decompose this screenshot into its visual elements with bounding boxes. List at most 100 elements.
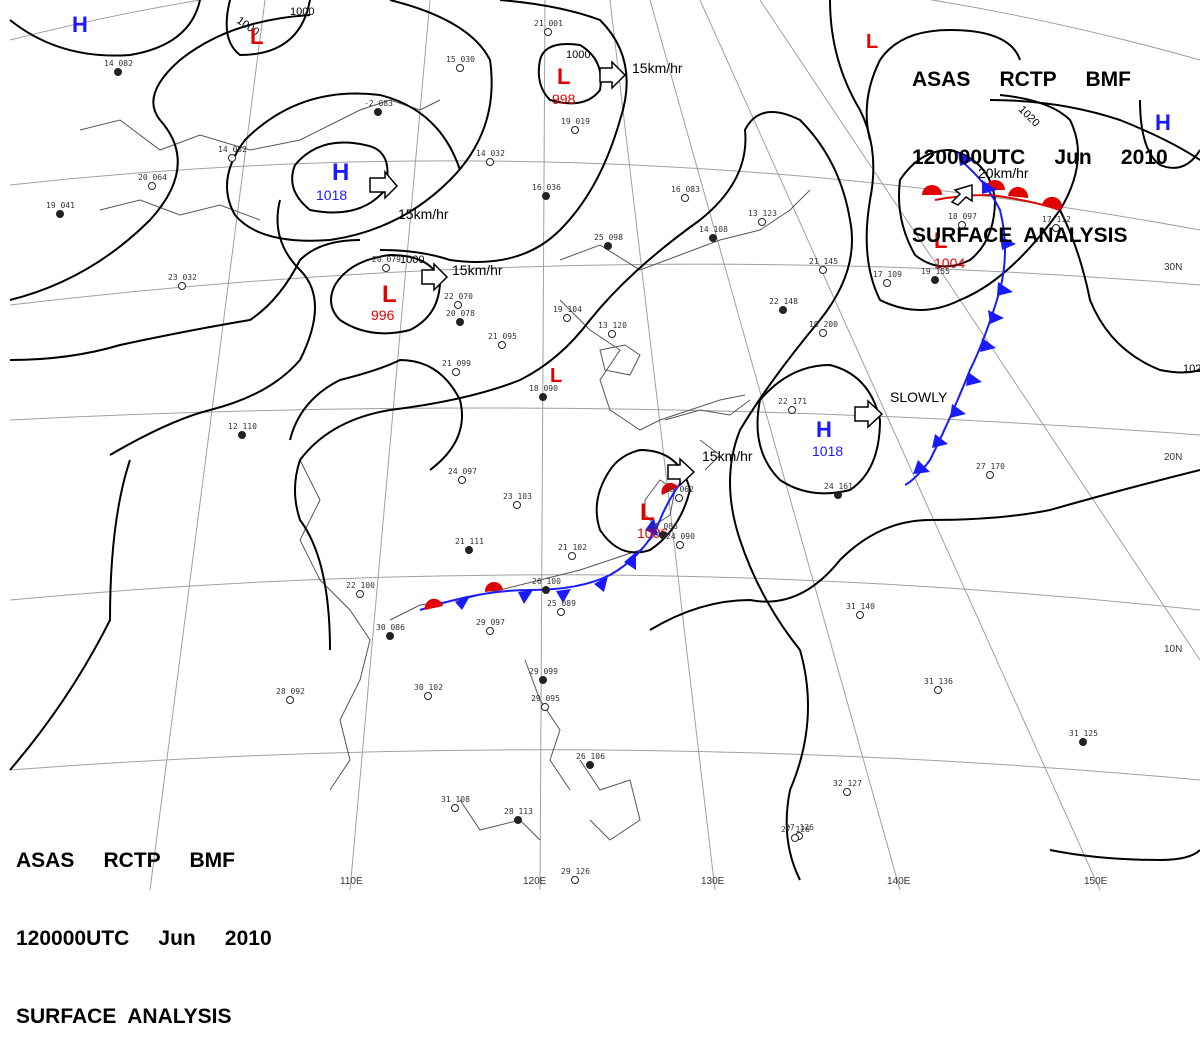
latitude-label: 30N (1164, 262, 1182, 273)
longitude-grid (149, 0, 1200, 891)
station-dot (675, 494, 683, 502)
longitude-label: 110E (340, 876, 363, 887)
station-dot (843, 788, 851, 796)
motion-arrows (369, 60, 973, 487)
station-dot (986, 471, 994, 479)
longitude-label: 120E (523, 876, 547, 887)
station-obs-label: 31 125 (1069, 729, 1098, 738)
header-line: 120000UTC Jun 2010 (912, 146, 1168, 169)
station-obs-label: 20 078 (446, 309, 475, 318)
station-dot (676, 541, 684, 549)
latitude-label: 10N (1164, 644, 1182, 655)
station-obs-label: 31 140 (846, 602, 875, 611)
station-dot (514, 816, 522, 824)
low-center-symbol: L (866, 31, 878, 53)
station-obs-label: 25 062 (665, 485, 694, 494)
station-dot (608, 330, 616, 338)
motion-label: 15km/hr (452, 262, 503, 278)
low-center-symbol: L (382, 281, 397, 308)
station-obs-label: 21 099 (442, 359, 471, 368)
station-dot (681, 194, 689, 202)
high-center-symbol: H (1155, 110, 1171, 135)
station-obs-label: 21 111 (455, 537, 484, 546)
station-dot (374, 108, 382, 116)
station-obs-label: 20 079 (372, 255, 401, 264)
station-dot (568, 552, 576, 560)
station-obs-label: 19 104 (553, 305, 582, 314)
station-dot (178, 282, 186, 290)
station-dot (424, 692, 432, 700)
high-center-symbol: H (332, 159, 349, 186)
isobars (9, 0, 1200, 881)
station-obs-label: 21 102 (558, 543, 587, 552)
east-front (904, 152, 1063, 486)
station-obs-label: 22 171 (778, 397, 807, 406)
station-obs-label: 14 052 (218, 145, 247, 154)
station-obs-label: 32 127 (833, 779, 862, 788)
station-obs-label: 31 136 (924, 677, 953, 686)
station-obs-label: 16 083 (671, 185, 700, 194)
footer-line: SURFACE ANALYSIS (16, 1005, 232, 1028)
station-dot (779, 306, 787, 314)
header-line: ASAS RCTP BMF (912, 68, 1131, 91)
station-dot (659, 531, 667, 539)
station-obs-label: 18 090 (529, 384, 558, 393)
station-dot (539, 676, 547, 684)
station-dot (513, 501, 521, 509)
station-dot (542, 192, 550, 200)
station-obs-label: 14 108 (699, 225, 728, 234)
station-dot (458, 476, 466, 484)
low-center-value: 996 (371, 307, 395, 323)
station-dot (539, 393, 547, 401)
station-dot (541, 703, 549, 711)
motion-label: 15km/hr (398, 206, 449, 222)
footer-line: ASAS RCTP BMF (16, 849, 235, 872)
station-dot (382, 264, 390, 272)
station-dot (544, 28, 552, 36)
low-center-symbol: L (550, 365, 562, 387)
longitude-label: 140E (887, 876, 911, 887)
motion-label: 15km/hr (632, 60, 683, 76)
station-dot (286, 696, 294, 704)
isobar-label: 1000 (566, 49, 590, 61)
station-obs-label: 24 161 (824, 482, 853, 491)
station-dot (883, 279, 891, 287)
station-obs-label: 22 100 (346, 581, 375, 590)
latitude-grid (9, 0, 1200, 781)
station-dot (586, 761, 594, 769)
station-obs-label: 26 100 (532, 577, 561, 586)
station-dot (454, 301, 462, 309)
station-dot (114, 68, 122, 76)
station-dot (791, 834, 799, 842)
header-line: SURFACE ANALYSIS (912, 224, 1128, 247)
low-center-symbol: L (250, 24, 263, 49)
motion-label: SLOWLY (890, 389, 948, 405)
station-obs-label: 27 170 (976, 462, 1005, 471)
station-dot (788, 406, 796, 414)
low-center-value: 1004 (934, 255, 965, 271)
map-footer: ASAS RCTP BMF 120000UTC Jun 2010 SURFACE… (16, 796, 272, 1056)
high-center-value: 1018 (316, 187, 347, 203)
low-center-symbol: L (557, 64, 570, 89)
station-obs-label: 19 200 (809, 320, 838, 329)
station-obs-label: 29 095 (531, 694, 560, 703)
station-obs-label: 29 099 (529, 667, 558, 676)
station-obs-label: 16 036 (532, 183, 561, 192)
station-obs-label: 18 097 (948, 212, 977, 221)
station-dot (465, 546, 473, 554)
station-dot (958, 221, 966, 229)
station-obs-label: 28 113 (504, 807, 533, 816)
station-obs-label: 25 089 (547, 599, 576, 608)
station-dot (148, 182, 156, 190)
station-obs-label: 28 092 (276, 687, 305, 696)
station-obs-label: 19 155 (921, 267, 950, 276)
station-obs-label: 19 019 (561, 117, 590, 126)
station-dot (451, 804, 459, 812)
stationary-front (419, 469, 691, 611)
station-obs-label: 21 095 (488, 332, 517, 341)
station-obs-label: 14 032 (476, 149, 505, 158)
latitude-label: 20N (1164, 452, 1182, 463)
station-obs-label: 27 126 (781, 825, 810, 834)
low-center-symbol: L (640, 499, 655, 526)
station-dot (356, 590, 364, 598)
